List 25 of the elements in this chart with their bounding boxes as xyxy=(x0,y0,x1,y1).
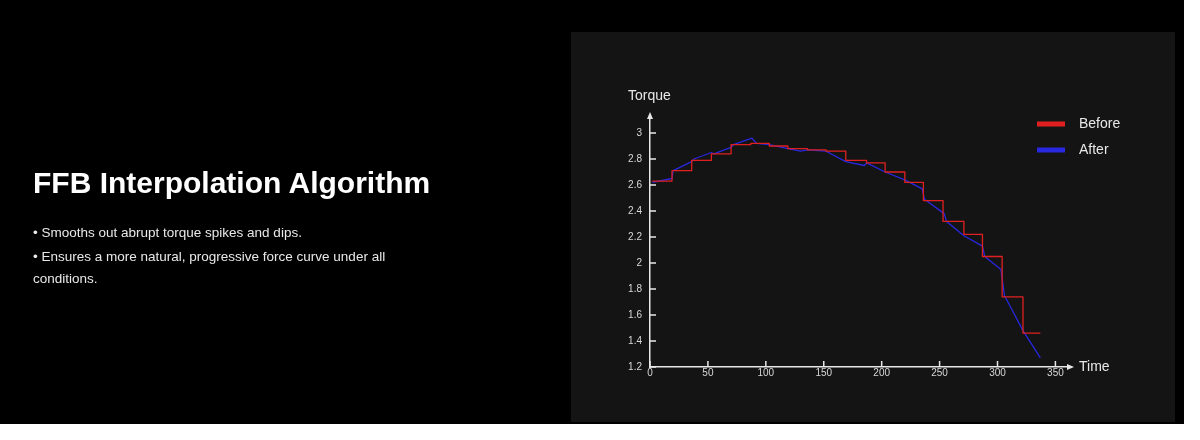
y-tick-label: 1.8 xyxy=(628,282,643,294)
text: FFB Interpolation Algorithm xyxy=(33,166,432,200)
x-tick-label: 100 xyxy=(757,366,775,378)
y-tick-label: 1.4 xyxy=(628,334,643,346)
y-tick-label: 2.4 xyxy=(628,204,643,216)
legend-label: After xyxy=(1079,140,1109,157)
x-tick-label: 0 xyxy=(647,366,654,378)
x-tick-label: 150 xyxy=(815,366,833,378)
x-tick-label: 50 xyxy=(702,366,714,378)
x-tick-label: 350 xyxy=(1047,366,1065,378)
x-tick-label: 300 xyxy=(989,366,1007,378)
x-tick-label: 250 xyxy=(931,366,949,378)
y-tick-label: 2.2 xyxy=(628,230,643,242)
y-tick-label: 2 xyxy=(636,256,643,268)
legend-label: Before xyxy=(1079,114,1121,131)
y-tick-label: 1.6 xyxy=(628,308,643,320)
y-axis-title: Torque xyxy=(628,86,672,103)
x-tick-label: 200 xyxy=(873,366,891,378)
y-tick-label: 2.8 xyxy=(628,152,643,164)
y-tick-label: 2.6 xyxy=(628,178,643,190)
text: • Smooths out abrupt torque spikes and dips. xyxy=(33,224,303,242)
text: • Ensures a more natural, progressive force curve under all conditions. xyxy=(33,248,387,288)
y-tick-label: 1.2 xyxy=(628,360,643,372)
x-axis-title: Time xyxy=(1079,357,1110,374)
y-tick-label: 3 xyxy=(636,126,643,138)
